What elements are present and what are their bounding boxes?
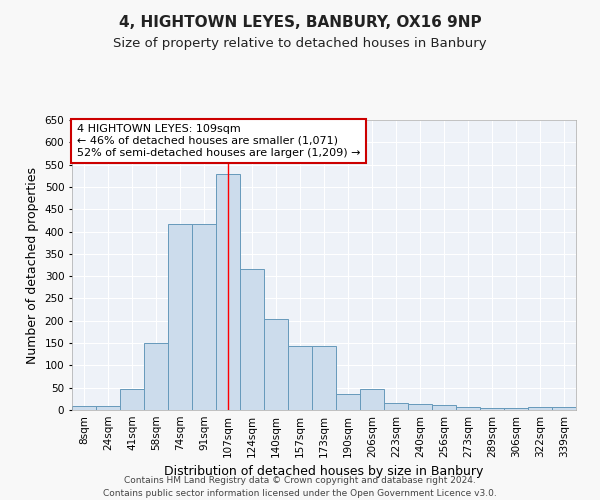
Bar [408, 404, 432, 410]
Text: 4, HIGHTOWN LEYES, BANBURY, OX16 9NP: 4, HIGHTOWN LEYES, BANBURY, OX16 9NP [119, 15, 481, 30]
Text: Contains HM Land Registry data © Crown copyright and database right 2024.
Contai: Contains HM Land Registry data © Crown c… [103, 476, 497, 498]
Bar [72, 406, 96, 410]
Bar [552, 407, 576, 410]
Bar [336, 394, 360, 410]
Y-axis label: Number of detached properties: Number of detached properties [26, 166, 39, 364]
Bar [312, 346, 336, 410]
Bar [264, 320, 288, 410]
Bar [216, 174, 240, 410]
Bar [144, 343, 168, 410]
Bar [240, 270, 264, 410]
X-axis label: Distribution of detached houses by size in Banbury: Distribution of detached houses by size … [164, 466, 484, 478]
Bar [192, 224, 216, 410]
Bar [360, 388, 384, 410]
Bar [168, 224, 192, 410]
Text: Size of property relative to detached houses in Banbury: Size of property relative to detached ho… [113, 38, 487, 51]
Bar [528, 408, 552, 410]
Bar [480, 408, 504, 410]
Bar [384, 404, 408, 410]
Text: 4 HIGHTOWN LEYES: 109sqm
← 46% of detached houses are smaller (1,071)
52% of sem: 4 HIGHTOWN LEYES: 109sqm ← 46% of detach… [77, 124, 361, 158]
Bar [120, 390, 144, 410]
Bar [456, 407, 480, 410]
Bar [96, 406, 120, 410]
Bar [432, 404, 456, 410]
Bar [504, 408, 528, 410]
Bar [288, 346, 312, 410]
